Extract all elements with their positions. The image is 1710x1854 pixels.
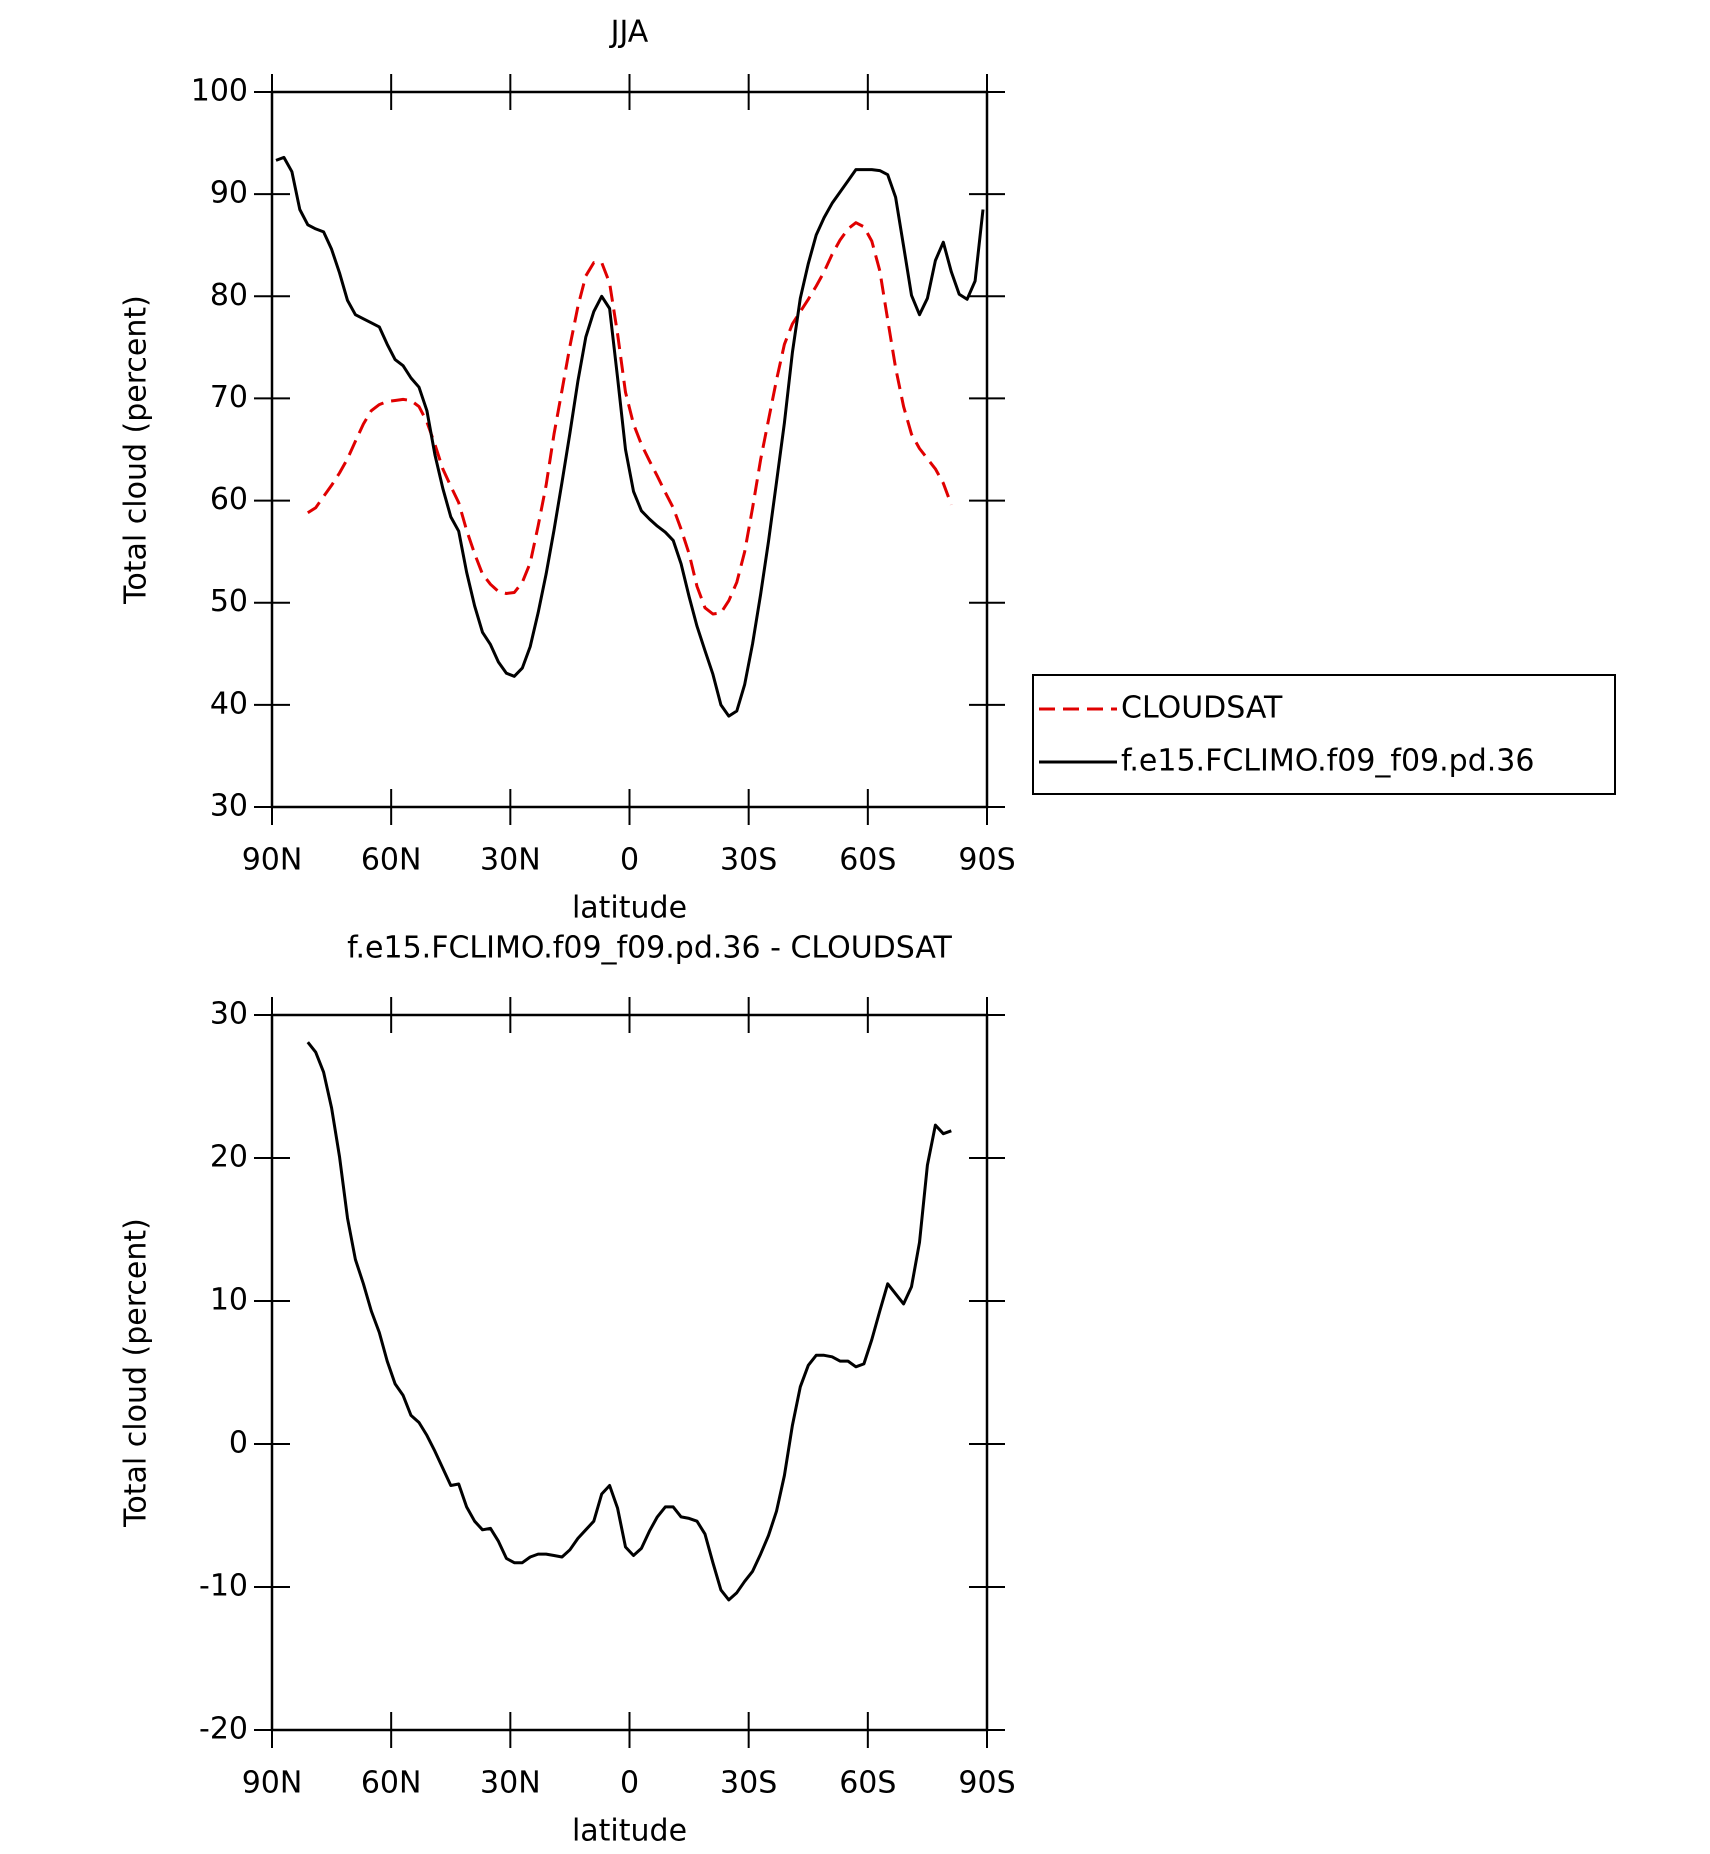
series-line <box>306 1041 952 1602</box>
legend-label: f.e15.FCLIMO.f09_f09.pd.36 <box>1121 744 1534 779</box>
y-tick-label: 60 <box>210 482 248 517</box>
plot-frame <box>270 90 989 809</box>
y-tick-label: 100 <box>191 74 248 109</box>
y-tick-label: 30 <box>210 997 248 1032</box>
x-axis-label: latitude <box>572 1814 687 1849</box>
x-tick-label: 0 <box>620 1766 639 1801</box>
x-tick-label: 30N <box>480 843 541 878</box>
legend-box <box>1032 674 1616 795</box>
series-line <box>275 155 985 718</box>
x-tick-label: 90N <box>242 1766 303 1801</box>
y-tick-label: 90 <box>210 176 248 211</box>
x-tick-label: 90N <box>242 843 303 878</box>
x-tick-label: 30S <box>720 1766 777 1801</box>
series-line <box>306 221 953 616</box>
chart-title: f.e15.FCLIMO.f09_f09.pd.36 - CLOUDSAT <box>347 931 952 966</box>
x-tick-label: 0 <box>620 843 639 878</box>
x-tick-label: 60S <box>839 843 896 878</box>
y-tick-label: -20 <box>199 1712 248 1747</box>
x-tick-label: 30N <box>480 1766 541 1801</box>
x-tick-label: 30S <box>720 843 777 878</box>
y-tick-label: 70 <box>210 380 248 415</box>
legend-label: CLOUDSAT <box>1121 691 1283 726</box>
x-tick-label: 90S <box>958 843 1015 878</box>
x-tick-label: 60S <box>839 1766 896 1801</box>
y-tick-label: 80 <box>210 278 248 313</box>
x-tick-label: 90S <box>958 1766 1015 1801</box>
y-tick-label: 50 <box>210 584 248 619</box>
x-axis-label: latitude <box>572 891 687 926</box>
x-tick-label: 60N <box>361 1766 422 1801</box>
y-tick-label: 20 <box>210 1140 248 1175</box>
y-tick-label: 30 <box>210 789 248 824</box>
y-tick-label: 40 <box>210 686 248 721</box>
y-axis-label: Total cloud (percent) <box>119 1218 154 1528</box>
x-tick-label: 60N <box>361 843 422 878</box>
y-tick-label: 10 <box>210 1283 248 1318</box>
y-tick-label: 0 <box>229 1426 248 1461</box>
chart-title: JJA <box>609 15 649 50</box>
y-tick-label: -10 <box>199 1569 248 1604</box>
plot-frame <box>270 1013 989 1732</box>
y-axis-label: Total cloud (percent) <box>119 295 154 605</box>
